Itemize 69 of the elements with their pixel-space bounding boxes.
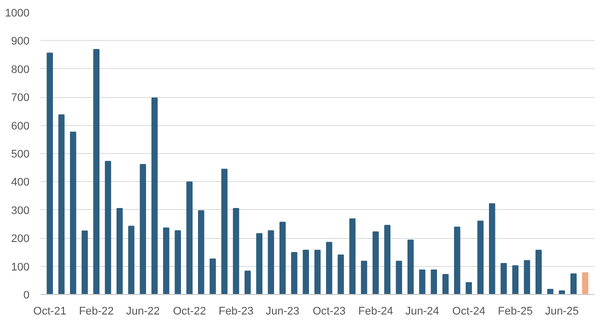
bar [151,97,158,294]
x-tick-label: Oct-21 [33,306,66,318]
bar [360,260,368,294]
bar [338,254,344,294]
x-tick-label: Feb-25 [498,306,533,318]
bar [430,269,438,294]
bar [477,220,484,294]
x-tick-label: Jun-23 [266,306,300,318]
bar [174,230,181,294]
bar [442,274,449,294]
bar [58,114,65,294]
bar [291,252,298,294]
bar [128,226,134,294]
bar [93,48,100,294]
bar [46,52,53,294]
bar [186,181,193,294]
bar [210,258,216,294]
y-tick-label: 800 [11,64,30,76]
x-tick-label: Oct-22 [172,306,206,318]
x-tick-label: Jun-22 [126,306,160,318]
x-tick-label: Jun-25 [545,306,579,318]
x-tick-label: Oct-23 [312,306,346,318]
bar [512,265,518,294]
bar [70,132,76,294]
x-tick-label: Feb-22 [78,306,114,318]
bar [396,260,402,294]
x-tick-label: Feb-24 [358,306,394,318]
bar [140,164,146,294]
y-tick-label: 100 [11,261,30,274]
y-tick-label: 600 [11,120,30,132]
bar [454,226,460,294]
bar [547,288,554,294]
bar [221,168,228,294]
y-tick-label: 200 [11,233,30,246]
bar [466,282,472,294]
bar [536,250,542,294]
bar [500,262,507,294]
bar [232,208,240,294]
bar [279,222,286,294]
bar [372,231,379,294]
bar [570,273,577,294]
bar [407,240,414,294]
bar [244,270,251,294]
bar [104,160,112,294]
bar [302,250,309,294]
y-tick-label: 700 [11,92,30,104]
bar [582,272,588,294]
bar [256,233,262,294]
bar [419,269,426,294]
bar [524,260,530,294]
y-tick-label: 900 [11,36,30,48]
bar [268,230,274,294]
bar [314,250,321,294]
bar [116,208,123,294]
bar [488,203,496,294]
bar [198,210,204,294]
bar [163,227,170,294]
y-tick-label: 1000 [5,8,30,20]
bar [349,218,356,294]
bar [384,224,390,294]
y-tick-label: 500 [11,148,30,160]
x-tick-label: Feb-23 [218,306,254,318]
x-tick-label: Oct-24 [452,306,486,318]
y-tick-label: 300 [11,204,30,217]
bar [326,242,332,294]
y-tick-label: 0 [23,290,30,302]
bar [82,230,88,294]
x-tick-label: Jun-24 [405,306,440,318]
y-tick-label: 400 [11,176,30,189]
